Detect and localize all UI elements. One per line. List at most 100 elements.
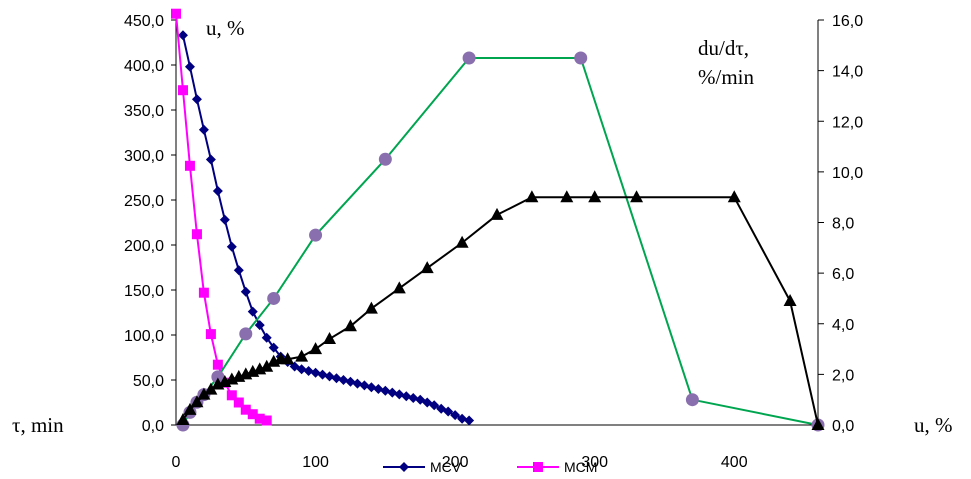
data-point: [212, 186, 223, 196]
y-right-tick-label: 2,0: [832, 367, 854, 384]
data-point: [324, 371, 335, 382]
data-point: [380, 385, 391, 396]
data-point: [226, 241, 237, 252]
y-left-ticks: 0,0 50,0 100,0 150,0 200,0 250,0 300,0 350,0 400…: [124, 13, 176, 435]
legend-label: MCV: [430, 459, 462, 475]
data-point: [455, 235, 469, 248]
series-line: [182, 56, 819, 426]
data-point: [443, 406, 454, 417]
data-point: [560, 190, 574, 203]
data-point: [323, 331, 337, 344]
data-point: [184, 61, 195, 72]
data-point: [310, 367, 321, 378]
legend-marker: [533, 462, 543, 472]
y-left-tick-label: 50,0: [133, 373, 164, 390]
x-left-title: τ, min: [12, 413, 64, 437]
legend-label: MCM: [564, 459, 597, 475]
data-point: [429, 400, 440, 411]
data-point: [247, 409, 258, 420]
data-point: [177, 30, 188, 41]
data-point: [685, 393, 699, 407]
data-point: [343, 319, 357, 332]
y-right-tick-label: 6,0: [832, 266, 854, 283]
y-left-tick-label: 400,0: [124, 58, 164, 75]
data-point: [309, 342, 323, 355]
legend-item: MCV: [383, 459, 462, 475]
data-point: [239, 327, 253, 341]
data-point: [525, 190, 539, 203]
data-point: [205, 154, 216, 165]
data-point: [281, 352, 295, 365]
data-point: [378, 152, 392, 166]
data-point: [464, 415, 475, 426]
series-2: [171, 8, 272, 426]
y-right-tick-label: 12,0: [832, 114, 863, 131]
data-point: [303, 366, 314, 376]
y-left-title: u, %: [206, 16, 245, 40]
data-point: [811, 418, 825, 430]
y-left-tick-label: 350,0: [124, 103, 164, 120]
data-point: [408, 393, 419, 403]
y-left-tick-label: 0,0: [142, 418, 164, 435]
data-point: [420, 261, 434, 274]
x-right-title: u, %: [914, 413, 953, 437]
series-line: [175, 13, 267, 422]
data-point: [191, 94, 202, 105]
data-point: [296, 364, 307, 375]
data-point: [261, 332, 272, 343]
data-point: [240, 404, 251, 415]
data-point: [205, 329, 216, 340]
data-point: [268, 342, 279, 353]
y-right-ticks: 0,0 2,0 4,0 6,0 8,0 10,0 12,0 14,0 16,0: [818, 13, 863, 435]
data-point: [490, 207, 504, 220]
data-point: [331, 373, 342, 384]
data-point: [247, 306, 258, 317]
data-point: [364, 301, 378, 314]
y-right-title-line2: %/min: [698, 65, 754, 89]
data-point: [183, 402, 197, 415]
data-point: [212, 359, 223, 370]
y-right-tick-label: 0,0: [832, 418, 854, 435]
data-point: [260, 359, 274, 372]
data-point: [226, 390, 237, 401]
x-tick-label: 300: [581, 454, 608, 471]
data-point: [211, 370, 225, 384]
data-point: [366, 382, 377, 393]
data-point: [254, 413, 265, 424]
data-point: [394, 389, 405, 400]
data-point: [219, 214, 230, 225]
data-point: [254, 320, 265, 331]
data-point: [373, 384, 384, 394]
data-point: [197, 387, 211, 400]
y-right-title-line1: du/dτ,: [698, 36, 749, 60]
legend: MCV MCM: [383, 459, 597, 475]
data-point: [191, 229, 202, 240]
data-point: [233, 265, 244, 276]
legend-marker: [399, 462, 409, 472]
data-point: [588, 190, 602, 203]
data-point: [352, 378, 363, 389]
data-point: [198, 287, 209, 298]
y-right-tick-label: 4,0: [832, 317, 854, 334]
data-point: [317, 369, 328, 380]
data-point: [457, 413, 468, 424]
data-point: [184, 160, 195, 171]
y-left-tick-label: 100,0: [124, 328, 164, 345]
y-right-tick-label: 14,0: [832, 64, 863, 81]
data-point: [233, 397, 244, 408]
data-point: [176, 412, 190, 425]
data-point: [198, 124, 209, 135]
y-left-tick-label: 250,0: [124, 193, 164, 210]
y-right-tick-label: 8,0: [832, 216, 854, 233]
y-left-tick-label: 150,0: [124, 283, 164, 300]
series-layer: [171, 8, 825, 432]
x-tick-label: 200: [442, 454, 469, 471]
y-left-tick-label: 300,0: [124, 148, 164, 165]
data-point: [261, 415, 272, 426]
y-left-tick-label: 450,0: [124, 13, 164, 30]
data-point: [267, 291, 281, 305]
data-point: [401, 391, 412, 402]
data-point: [171, 8, 181, 19]
series-1: [177, 30, 475, 426]
data-point: [338, 375, 349, 385]
